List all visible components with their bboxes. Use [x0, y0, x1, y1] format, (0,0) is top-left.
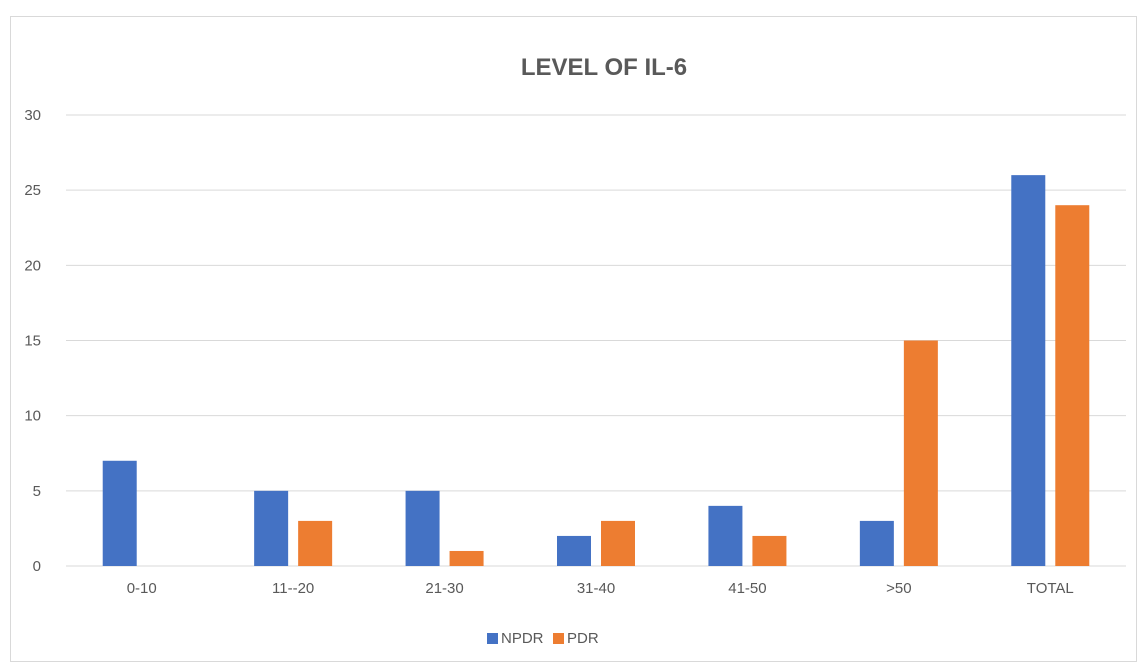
bar-npdr-3 — [557, 535, 591, 566]
y-tick-label: 5 — [33, 483, 41, 500]
x-tick-label: 21-30 — [425, 580, 463, 597]
legend-swatch-pdr — [553, 633, 564, 644]
x-tick-label: 0-10 — [127, 580, 157, 597]
legend-label-npdr: NPDR — [501, 630, 544, 647]
x-tick-label: TOTAL — [1027, 580, 1074, 597]
y-tick-label: 15 — [24, 333, 41, 350]
bar-pdr-6 — [1055, 205, 1090, 566]
gridlines — [66, 114, 1126, 567]
bar-pdr-4 — [752, 535, 787, 566]
y-axis-ticks: 0 5 10 15 20 25 30 — [24, 107, 41, 575]
bar-npdr-0 — [102, 460, 137, 566]
bar-pdr-5 — [903, 340, 938, 566]
bar-pdr-3 — [601, 520, 635, 566]
bar-chart: LEVEL OF IL-6 0 5 10 15 20 25 30 0-10 11--20 21-… — [24, 54, 1126, 647]
bar-pdr-1 — [298, 520, 333, 566]
legend: NPDR PDR — [487, 630, 599, 647]
legend-label-pdr: PDR — [567, 630, 599, 647]
bar-pdr-2 — [449, 550, 484, 566]
y-tick-label: 25 — [24, 182, 41, 199]
bars — [102, 175, 1090, 566]
x-axis-ticks: 0-10 11--20 21-30 31-40 41-50 >50 TOTAL — [127, 580, 1074, 597]
legend-swatch-npdr — [487, 633, 498, 644]
bar-npdr-1 — [254, 490, 289, 566]
y-tick-label: 10 — [24, 408, 41, 425]
y-tick-label: 20 — [24, 257, 41, 274]
bar-npdr-6 — [1011, 175, 1046, 566]
chart-area: LEVEL OF IL-6 0 5 10 15 20 25 30 0-10 11--20 21-… — [10, 16, 1137, 662]
bar-npdr-4 — [708, 505, 743, 566]
x-tick-label: 11--20 — [272, 580, 314, 597]
y-tick-label: 0 — [33, 558, 41, 575]
x-tick-label: >50 — [886, 580, 911, 597]
chart-title: LEVEL OF IL-6 — [521, 54, 687, 81]
x-tick-label: 31-40 — [577, 580, 615, 597]
bar-npdr-2 — [405, 490, 440, 566]
y-tick-label: 30 — [24, 107, 41, 124]
x-tick-label: 41-50 — [728, 580, 766, 597]
bar-npdr-5 — [859, 520, 894, 566]
